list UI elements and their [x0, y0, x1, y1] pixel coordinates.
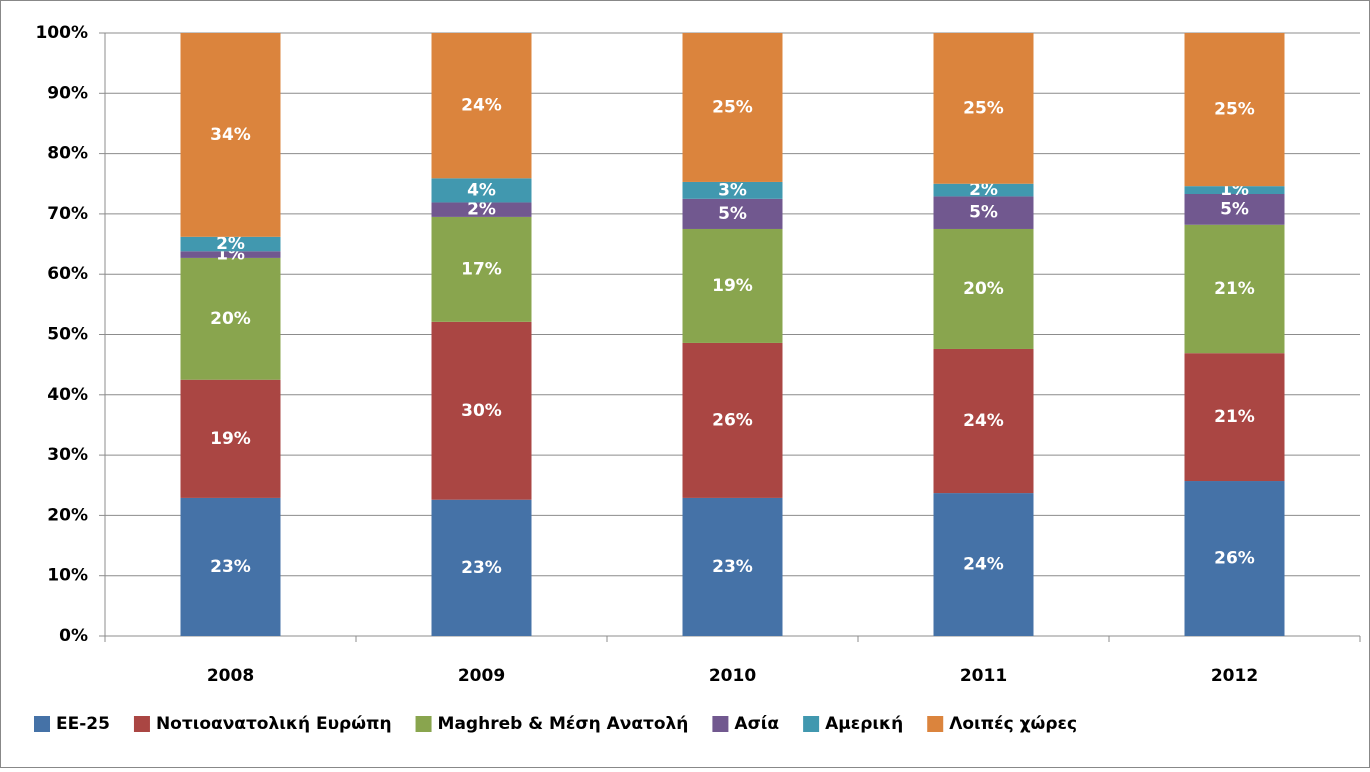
value-label: 34%: [210, 125, 251, 145]
value-label: 20%: [963, 279, 1004, 299]
bar-segment: [933, 183, 1034, 197]
value-label: 21%: [1214, 407, 1255, 427]
value-label: 19%: [712, 276, 753, 296]
value-label: 25%: [712, 97, 753, 117]
bar-segment: [180, 33, 281, 237]
value-label: 23%: [461, 558, 502, 578]
y-tick-label: 70%: [47, 204, 88, 224]
bar-segment: [180, 379, 281, 498]
value-label: 2%: [467, 200, 496, 220]
legend-label: Maghreb & Μέση Ανατολή: [438, 714, 689, 734]
bar-segment: [180, 251, 281, 258]
legend-swatch: [712, 716, 729, 732]
value-label: 4%: [467, 180, 496, 200]
bar-segment: [431, 202, 532, 217]
legend-label: Λοιπές χώρες: [949, 714, 1077, 734]
bar-segment: [682, 497, 783, 636]
legend-swatch: [133, 716, 150, 732]
bar-segment: [1184, 224, 1285, 354]
legend-swatch: [803, 716, 820, 732]
value-label: 25%: [963, 98, 1004, 118]
x-tick-label: 2008: [207, 666, 254, 686]
y-tick-label: 10%: [47, 566, 88, 586]
bar-segment: [933, 228, 1034, 349]
legend-label: ΕΕ-25: [56, 714, 110, 734]
value-label: 26%: [1214, 549, 1255, 569]
legend-label: Νοτιοανατολική Ευρώπη: [156, 714, 392, 734]
value-label: 17%: [461, 259, 502, 279]
bar-segment: [1184, 353, 1285, 482]
bar-segment: [1184, 194, 1285, 225]
legend-label: Ασία: [734, 714, 779, 734]
bar-segment: [431, 499, 532, 636]
value-label: 23%: [712, 557, 753, 577]
value-label: 19%: [210, 429, 251, 449]
y-tick-label: 20%: [47, 505, 88, 525]
legend-swatch: [34, 716, 50, 732]
bar-segment: [933, 196, 1034, 229]
value-label: 24%: [963, 411, 1004, 431]
bar-segment: [933, 348, 1034, 494]
bar-segment: [431, 321, 532, 500]
bar-segment: [431, 33, 532, 179]
value-label: 3%: [718, 180, 747, 200]
bar-segment: [682, 33, 783, 182]
bar-segment: [431, 178, 532, 203]
value-label: 25%: [1214, 100, 1255, 120]
value-label: 20%: [210, 309, 251, 329]
legend-swatch: [415, 716, 432, 732]
bar-segment: [682, 228, 783, 343]
y-tick-label: 60%: [47, 264, 88, 284]
y-tick-label: 50%: [47, 325, 88, 345]
x-tick-label: 2009: [458, 666, 505, 686]
bar-segment: [933, 33, 1034, 184]
y-tick-label: 100%: [35, 23, 88, 43]
value-label: 24%: [963, 555, 1004, 575]
x-tick-label: 2011: [960, 666, 1007, 686]
bar-segment: [180, 236, 281, 252]
value-label: 2%: [216, 234, 245, 254]
y-tick-label: 80%: [47, 144, 88, 164]
legend-swatch: [927, 716, 944, 732]
y-tick-label: 30%: [47, 445, 88, 465]
value-label: 5%: [1220, 199, 1249, 219]
value-label: 21%: [1214, 279, 1255, 299]
x-tick-label: 2012: [1211, 666, 1258, 686]
value-label: 26%: [712, 410, 753, 430]
y-tick-label: 90%: [47, 83, 88, 103]
y-tick-label: 40%: [47, 385, 88, 405]
value-label: 2%: [969, 180, 998, 200]
bar-segment: [682, 181, 783, 199]
bar-segment: [1184, 186, 1285, 195]
bar-segment: [1184, 481, 1285, 636]
bar-segment: [180, 497, 281, 636]
bar-segment: [1184, 33, 1285, 187]
value-label: 5%: [718, 204, 747, 224]
value-label: 5%: [969, 203, 998, 223]
x-tick-label: 2010: [709, 666, 756, 686]
y-tick-label: 0%: [59, 626, 88, 646]
bar-segment: [682, 342, 783, 498]
bar-segment: [933, 493, 1034, 636]
value-label: 23%: [210, 557, 251, 577]
value-label: 30%: [461, 401, 502, 421]
value-label: 24%: [461, 96, 502, 116]
bar-segment: [682, 198, 783, 229]
bar-segment: [180, 257, 281, 380]
bar-segment: [431, 216, 532, 322]
legend-label: Αμερική: [825, 714, 903, 734]
